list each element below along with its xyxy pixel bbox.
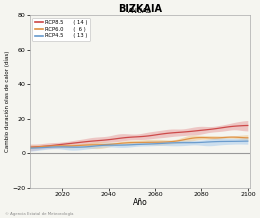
Legend: RCP8.5      ( 14 ), RCP6.0      (  6 ), RCP4.5      ( 13 ): RCP8.5 ( 14 ), RCP6.0 ( 6 ), RCP4.5 ( 13… xyxy=(32,18,90,41)
Text: ANUAL: ANUAL xyxy=(128,8,152,14)
Text: © Agencia Estatal de Meteorología: © Agencia Estatal de Meteorología xyxy=(5,212,74,216)
Title: BIZKAIA: BIZKAIA xyxy=(118,4,162,14)
Y-axis label: Cambio duración olas de calor (días): Cambio duración olas de calor (días) xyxy=(4,51,10,152)
X-axis label: Año: Año xyxy=(133,198,147,207)
